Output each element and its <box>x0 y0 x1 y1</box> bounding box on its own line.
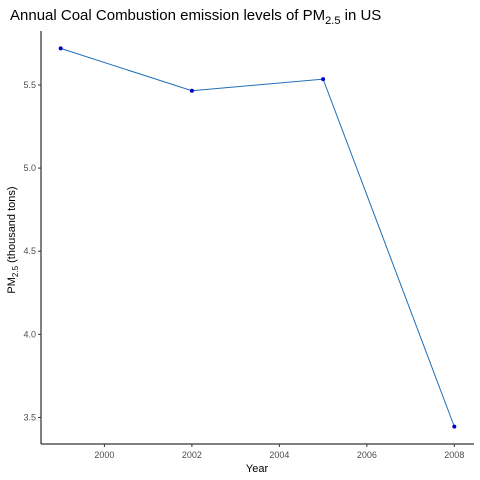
chart-title-subscript: 2.5 <box>325 15 340 27</box>
x-axis-title: Year <box>246 463 269 475</box>
x-tick-label: 2008 <box>444 450 464 460</box>
y-tick-label: 4.0 <box>23 329 36 339</box>
chart-title-suffix: in US <box>340 7 381 24</box>
data-point <box>189 88 194 93</box>
y-tick-label: 5.0 <box>23 163 36 173</box>
chart-title-main: Annual Coal Combustion emission levels o… <box>10 7 325 24</box>
x-tick-label: 2004 <box>269 450 289 460</box>
data-point <box>452 424 457 429</box>
y-axis-title-main: PM <box>6 277 18 294</box>
y-tick-label: 5.5 <box>23 80 36 90</box>
chart-title: Annual Coal Combustion emission levels o… <box>10 7 381 27</box>
x-tick-label: 2002 <box>182 450 202 460</box>
x-tick-label: 2006 <box>357 450 377 460</box>
y-axis-title: PM2.5 (thousand tons) <box>6 186 20 293</box>
series-line <box>60 47 455 427</box>
y-axis-title-group: PM2.5 (thousand tons) <box>6 186 20 293</box>
data-point <box>58 46 63 51</box>
y-tick-label: 4.5 <box>23 246 36 256</box>
y-axis-title-suffix: (thousand tons) <box>6 186 18 266</box>
plot-area: 3.5 4.0 4.5 5.0 5.5 2000 2002 2004 2006 2008 <box>23 31 474 460</box>
data-point <box>321 77 326 82</box>
y-axis-title-subscript: 2.5 <box>11 265 20 277</box>
x-tick-label: 2000 <box>94 450 114 460</box>
y-tick-label: 3.5 <box>23 412 36 422</box>
